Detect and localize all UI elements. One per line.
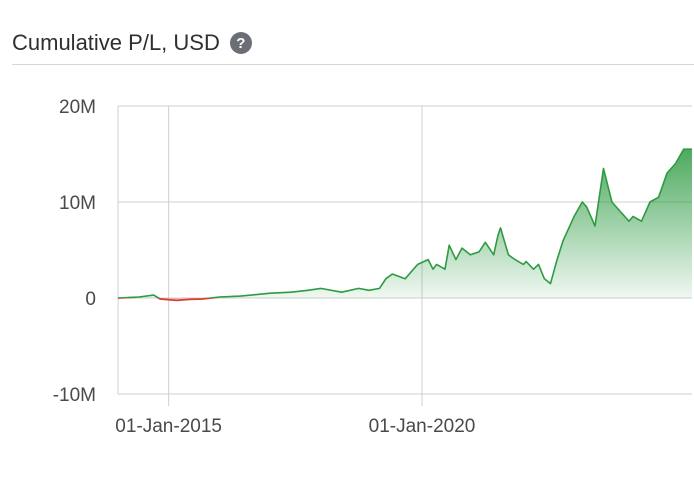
data-point — [435, 262, 439, 266]
data-point — [306, 288, 310, 292]
y-tick-label: -10M — [53, 385, 96, 406]
data-point — [555, 258, 559, 262]
pl-area-positive — [118, 149, 692, 298]
data-point — [268, 291, 272, 295]
data-point — [610, 200, 614, 204]
data-point — [468, 253, 472, 257]
data-point — [416, 262, 420, 266]
data-point — [513, 258, 517, 262]
data-point — [390, 272, 394, 276]
data-point — [548, 282, 552, 286]
data-point — [496, 234, 500, 238]
data-point — [593, 224, 597, 228]
data-point — [116, 296, 120, 300]
pl-line-positive — [117, 148, 692, 298]
data-point — [340, 290, 344, 294]
help-icon[interactable]: ? — [229, 32, 252, 54]
data-point — [137, 295, 141, 299]
data-point — [217, 295, 221, 299]
data-point — [443, 267, 447, 271]
data-point — [188, 297, 192, 301]
data-point — [657, 195, 661, 199]
header-divider — [12, 64, 694, 65]
y-tick-label: 0 — [85, 289, 96, 310]
data-point — [289, 290, 293, 294]
data-point — [648, 200, 652, 204]
data-point — [175, 298, 179, 302]
data-point — [426, 258, 430, 262]
data-point — [460, 246, 464, 250]
y-tick-label: 20M — [59, 97, 96, 118]
data-point — [682, 147, 686, 151]
data-point — [673, 162, 677, 166]
data-point — [158, 297, 162, 301]
data-point — [532, 267, 536, 271]
data-point — [431, 267, 435, 271]
data-point — [357, 286, 361, 290]
chart-header: Cumulative P/L, USD ? — [12, 28, 252, 58]
x-tick-label: 01-Jan-2020 — [369, 416, 476, 437]
data-point — [580, 200, 584, 204]
data-point — [492, 253, 496, 257]
data-point — [631, 214, 635, 218]
data-point — [542, 277, 546, 281]
y-tick-label: 10M — [59, 193, 96, 214]
data-point — [524, 260, 528, 264]
data-point — [572, 214, 576, 218]
data-point — [618, 210, 622, 214]
data-point — [506, 253, 510, 257]
x-tick-label: 01-Jan-2015 — [115, 416, 222, 437]
data-point — [378, 286, 382, 290]
data-point — [639, 219, 643, 223]
chart-title: Cumulative P/L, USD — [12, 30, 220, 55]
data-point — [499, 226, 503, 230]
data-point — [601, 166, 605, 170]
data-point — [537, 262, 541, 266]
data-point — [403, 277, 407, 281]
data-point — [447, 243, 451, 247]
data-point — [238, 294, 242, 298]
data-point — [454, 258, 458, 262]
data-point — [367, 288, 371, 292]
data-point — [477, 250, 481, 254]
data-point — [690, 147, 694, 151]
data-point — [561, 238, 565, 242]
data-point — [665, 171, 669, 175]
data-point — [200, 297, 204, 301]
data-point — [152, 293, 156, 297]
data-point — [384, 277, 388, 281]
data-point — [319, 286, 323, 290]
data-point — [585, 205, 589, 209]
data-point — [627, 219, 631, 223]
data-point — [483, 240, 487, 244]
